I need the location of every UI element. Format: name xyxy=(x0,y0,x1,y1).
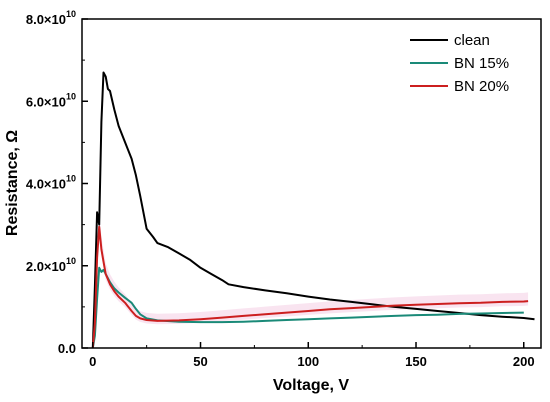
series-layer xyxy=(91,71,535,349)
x-axis: 0 50 100 150 200 xyxy=(89,342,535,369)
error-band xyxy=(92,212,529,348)
x-tick-label: 200 xyxy=(513,354,535,369)
series-line-2 xyxy=(91,225,529,349)
x-tick-label: 150 xyxy=(405,354,427,369)
legend-label-2: BN 20% xyxy=(454,78,509,95)
x-tick-label: 0 xyxy=(89,354,96,369)
x-tick-label: 50 xyxy=(193,354,207,369)
y-tick-label: 0.0 xyxy=(58,341,76,356)
series-line-0 xyxy=(91,71,535,349)
y-tick-label: 6.0×1010 xyxy=(26,91,76,109)
legend-label-1: BN 15% xyxy=(454,55,509,72)
legend-label-0: clean xyxy=(454,32,490,49)
y-tick-label: 2.0×1010 xyxy=(26,256,76,274)
y-axis-title: Resistance, Ω xyxy=(4,130,21,236)
y-tick-label: 8.0×1010 xyxy=(26,9,76,27)
x-tick-label: 100 xyxy=(297,354,319,369)
x-axis-title: Voltage, V xyxy=(273,377,349,394)
bn20-band xyxy=(92,212,529,348)
y-axis: 0.0 2.0×1010 4.0×1010 6.0×1010 8.0×1010 xyxy=(26,9,88,356)
y-tick-label: 4.0×1010 xyxy=(26,174,76,192)
legend: clean BN 15% BN 20% xyxy=(410,32,509,95)
